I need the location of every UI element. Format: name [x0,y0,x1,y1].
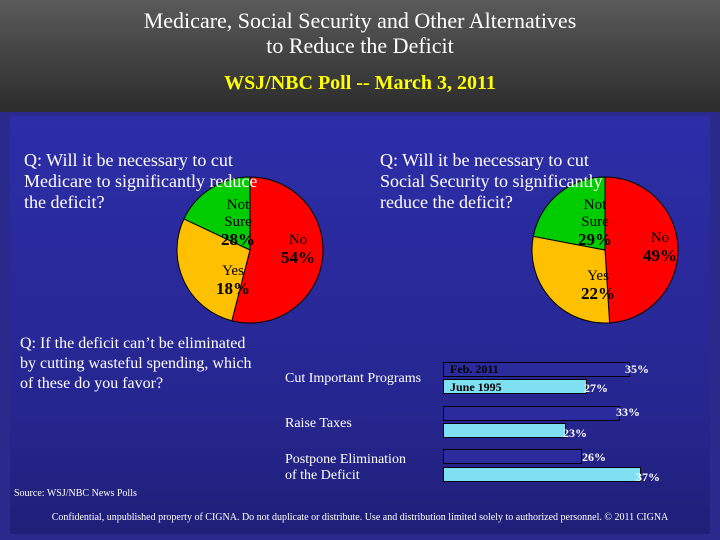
value-cut-feb: 35% [625,362,649,376]
bar-raise-taxes-feb-2011 [443,406,620,421]
bar-cut-programs-feb-2011 [443,362,631,377]
ss-no-value: 49% [643,246,677,265]
medicare-question: Q: Will it be necessary to cut Medicare … [24,150,258,212]
title-line-1: Medicare, Social Security and Other Alte… [143,8,577,33]
bar-postpone-feb-2011 [443,449,583,464]
ss-yes-value: 22% [581,284,615,303]
ss-not-sure-value: 29% [578,230,612,249]
legend-feb-2011: Feb. 2011 [450,362,499,376]
value-cut-june: 27% [584,381,608,395]
social-security-slice-not-sure [531,235,611,324]
source-note: Source: WSJ/NBC News Polls [14,488,137,499]
preference-question: Q: If the deficit can’t be eliminated by… [20,335,252,392]
medicare-yes-label: Yes 18% [198,263,268,297]
ss-yes-label: Yes 22% [576,268,620,302]
value-tax-feb: 33% [616,405,640,419]
social-security-slice-yes [532,176,606,251]
bar-cut-programs-june-1995 [443,379,588,394]
confidentiality-footer: Confidential, unpublished property of CI… [51,512,669,523]
legend-june-1995: June 1995 [450,380,502,394]
category-postpone: Postpone Elimination of the Deficit [285,452,406,483]
ss-no-label: No 49% [638,230,682,264]
value-post-feb: 26% [582,450,606,464]
category-raise-taxes: Raise Taxes [285,416,352,431]
medicare-no-value: 54% [281,248,315,267]
header: Medicare, Social Security and Other Alte… [0,0,720,112]
social-security-question: Q: Will it be necessary to cut Social Se… [380,150,603,212]
slide-title: Medicare, Social Security and Other Alte… [0,8,720,58]
title-line-2: to Reduce the Deficit [266,33,454,58]
bar-postpone-june-1995 [443,467,641,482]
medicare-not-sure-label: Not Sure 28% [218,197,258,248]
slide-subtitle: WSJ/NBC Poll -- March 3, 2011 [224,72,496,94]
ss-not-sure-label: Not Sure 29% [575,197,615,248]
bar-raise-taxes-june-1995 [443,423,567,438]
medicare-slice-no [231,176,324,324]
medicare-no-label: No 54% [276,232,320,266]
social-security-slice-no [604,176,679,324]
category-cut-programs: Cut Important Programs [285,371,422,386]
value-tax-june: 23% [563,426,587,440]
medicare-not-sure-value: 28% [221,230,255,249]
medicare-slice-yes [183,176,251,251]
medicare-slice-not-sure [176,218,251,322]
value-post-june: 37% [636,470,660,484]
medicare-yes-value: 18% [216,279,250,298]
